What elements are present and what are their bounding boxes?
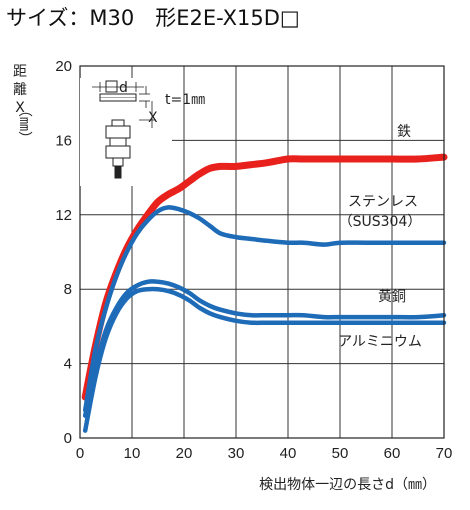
series-label-brass: 黄銅 [378,288,406,305]
inset-x-label: X [148,110,158,126]
y-tick-label: 16 [55,132,72,149]
x-tick-label: 0 [76,445,84,462]
x-tick-label: 40 [280,445,297,462]
x-tick-label: 50 [332,445,349,462]
sensor-inset-diagram: d t=1㎜ X [80,78,205,186]
series-line-2 [82,279,447,418]
page-title: サイズ：M30 形E2E-X15D□ [6,6,300,30]
x-tick-label: 20 [176,445,193,462]
y-tick-label: 20 [55,58,72,75]
y-tick-label: 0 [64,430,72,447]
y-axis-label: 距 離 X （㎜） [13,64,32,145]
x-axis-label: 検出物体一辺の長さd（㎜） [259,477,436,493]
y-tick-label: 8 [64,281,72,298]
x-tick-label: 70 [436,445,453,462]
series-lines [81,153,448,433]
series-label-stainless-1: ステンレス [348,194,418,210]
inset-t-label: t=1㎜ [165,92,205,108]
inset-d-label: d [119,80,128,96]
y-axis-label-char-1: 距 [13,64,27,80]
proximity-sensor-icon [105,119,131,179]
series-line-1 [82,205,447,413]
series-line-3 [82,286,447,433]
x-tick-label: 30 [228,445,245,462]
plot-frame [79,65,445,439]
y-axis-label-char-3: X [15,100,25,116]
series-label-stainless-2: （SUS304） [339,214,422,230]
tick-labels: 0 10 20 30 40 50 60 70 0 4 8 12 16 20 [55,58,452,462]
x-tick-label: 10 [124,445,141,462]
x-tick-label: 60 [384,445,401,462]
y-axis-label-char-2: 離 [13,81,27,98]
series-label-aluminum: アルミニウム [338,334,422,350]
y-axis-label-unit: （㎜） [16,103,32,145]
y-tick-label: 4 [64,356,72,373]
y-tick-label: 12 [55,207,72,224]
square-symbol-icon [105,80,118,93]
series-label-iron: 鉄 [397,124,411,140]
